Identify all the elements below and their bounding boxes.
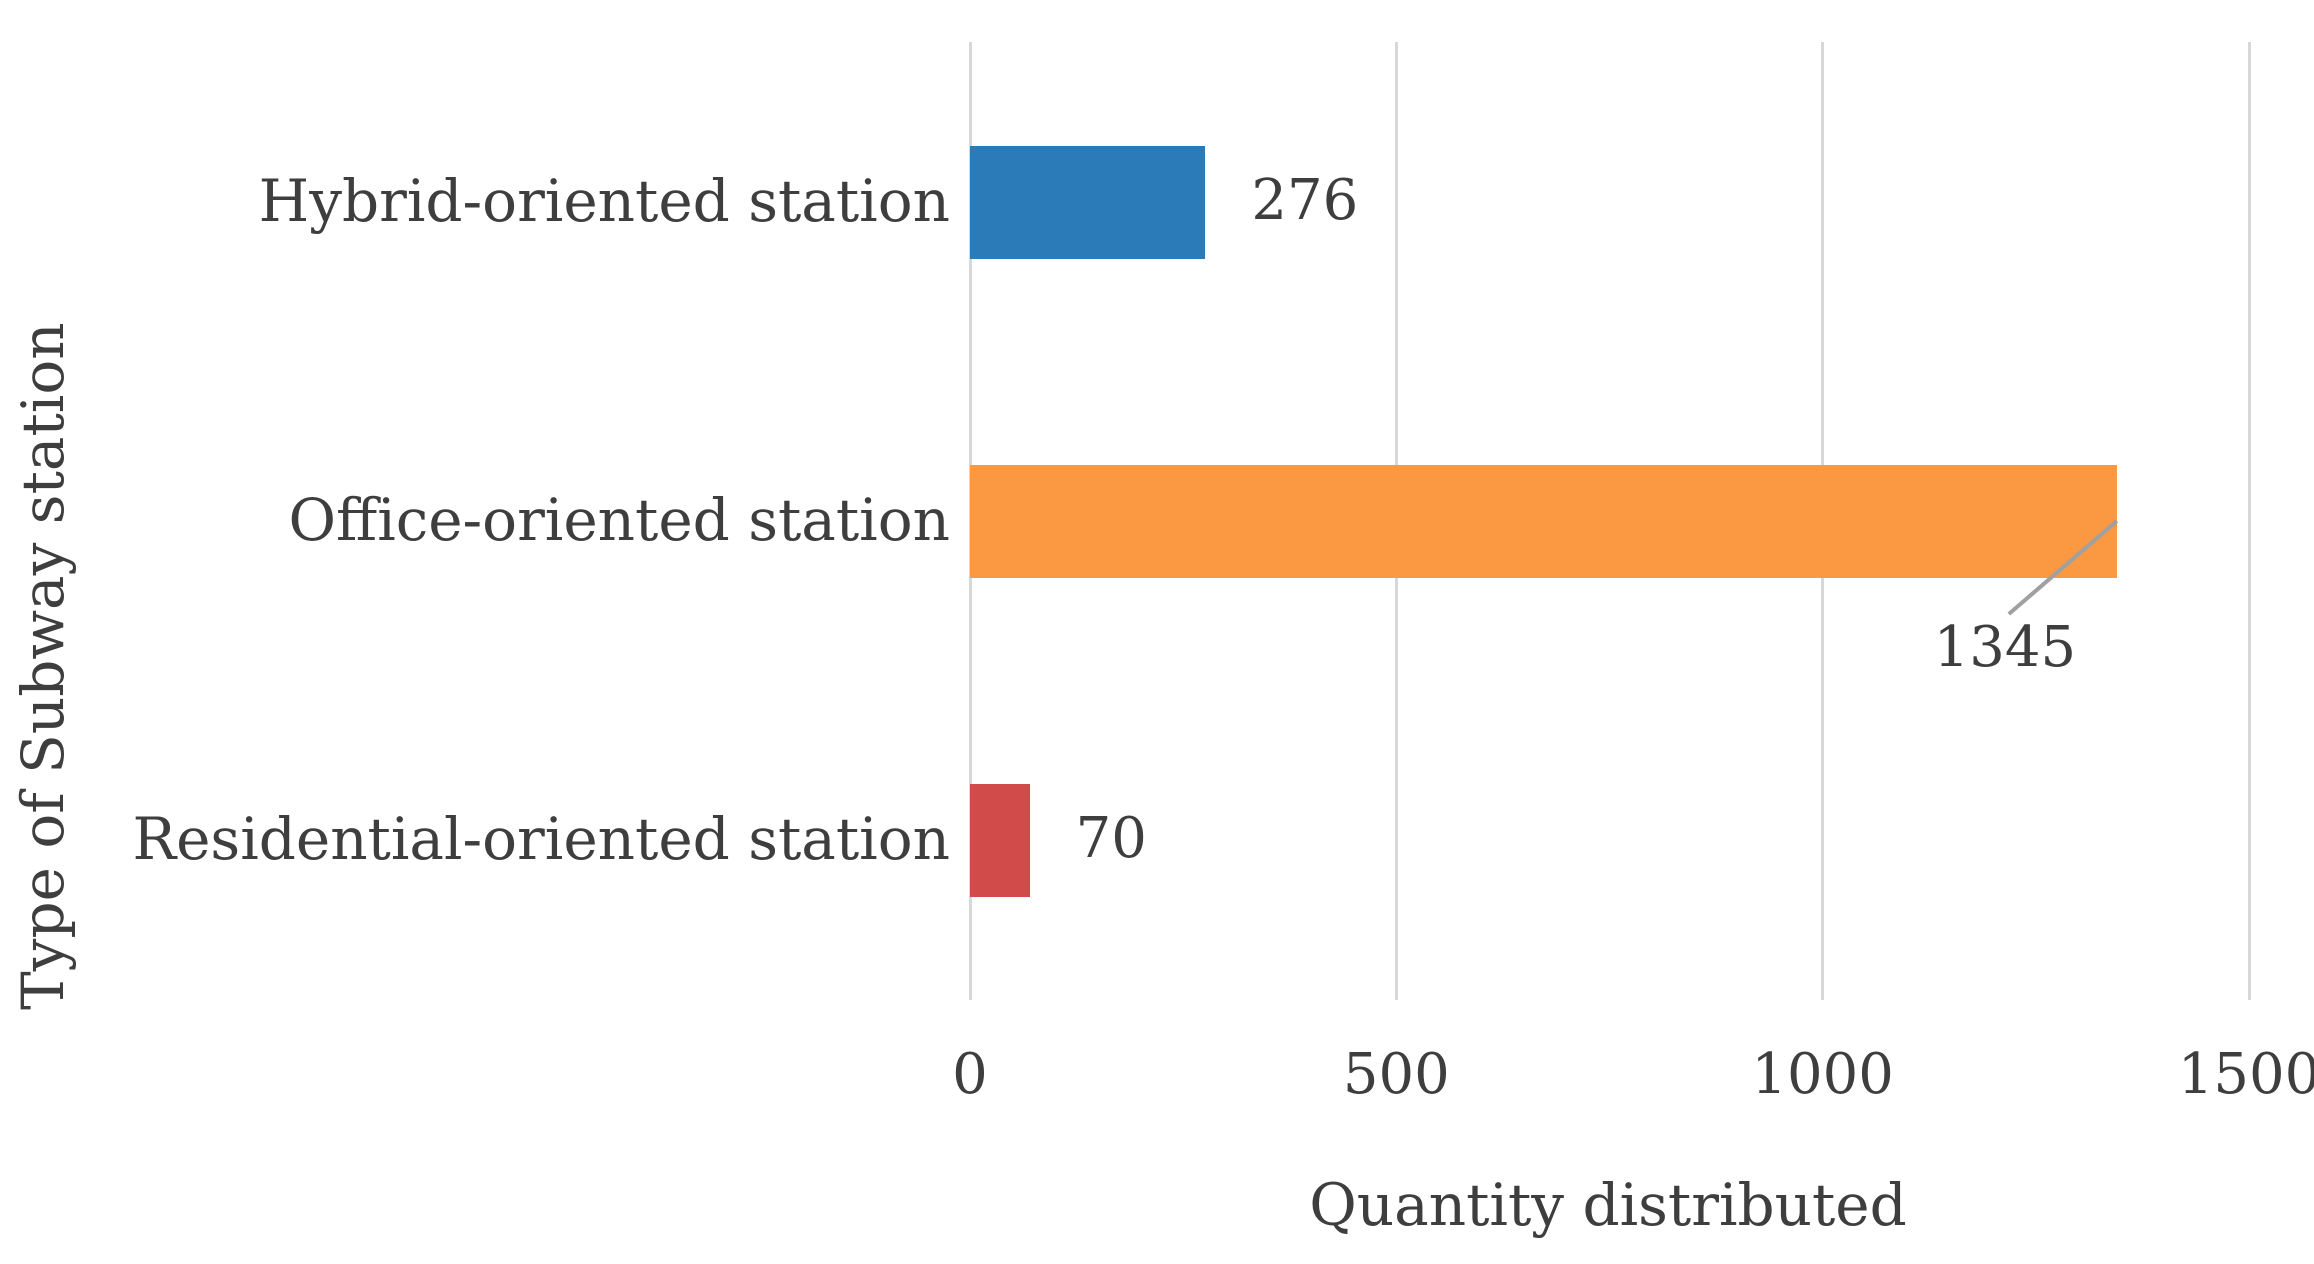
value-label: 70 xyxy=(1075,805,1147,871)
x-tick-label: 1500 xyxy=(2177,1042,2314,1107)
bar xyxy=(970,783,1030,897)
x-tick-label: 0 xyxy=(952,1042,988,1107)
bar xyxy=(970,145,1206,259)
bar xyxy=(970,464,2117,578)
y-axis-title: Type of Subway station xyxy=(9,322,77,1010)
category-label: Hybrid-oriented station xyxy=(258,166,950,235)
x-tick-label: 500 xyxy=(1342,1042,1450,1107)
value-label: 276 xyxy=(1251,167,1359,233)
category-label: Residential-oriented station xyxy=(132,804,950,873)
x-tick-label: 1000 xyxy=(1751,1042,1894,1107)
category-label: Office-oriented station xyxy=(288,485,950,554)
value-label: 1345 xyxy=(1933,615,2077,680)
gridline xyxy=(2247,42,2251,1000)
x-axis-title: Quantity distributed xyxy=(1309,1171,1907,1239)
